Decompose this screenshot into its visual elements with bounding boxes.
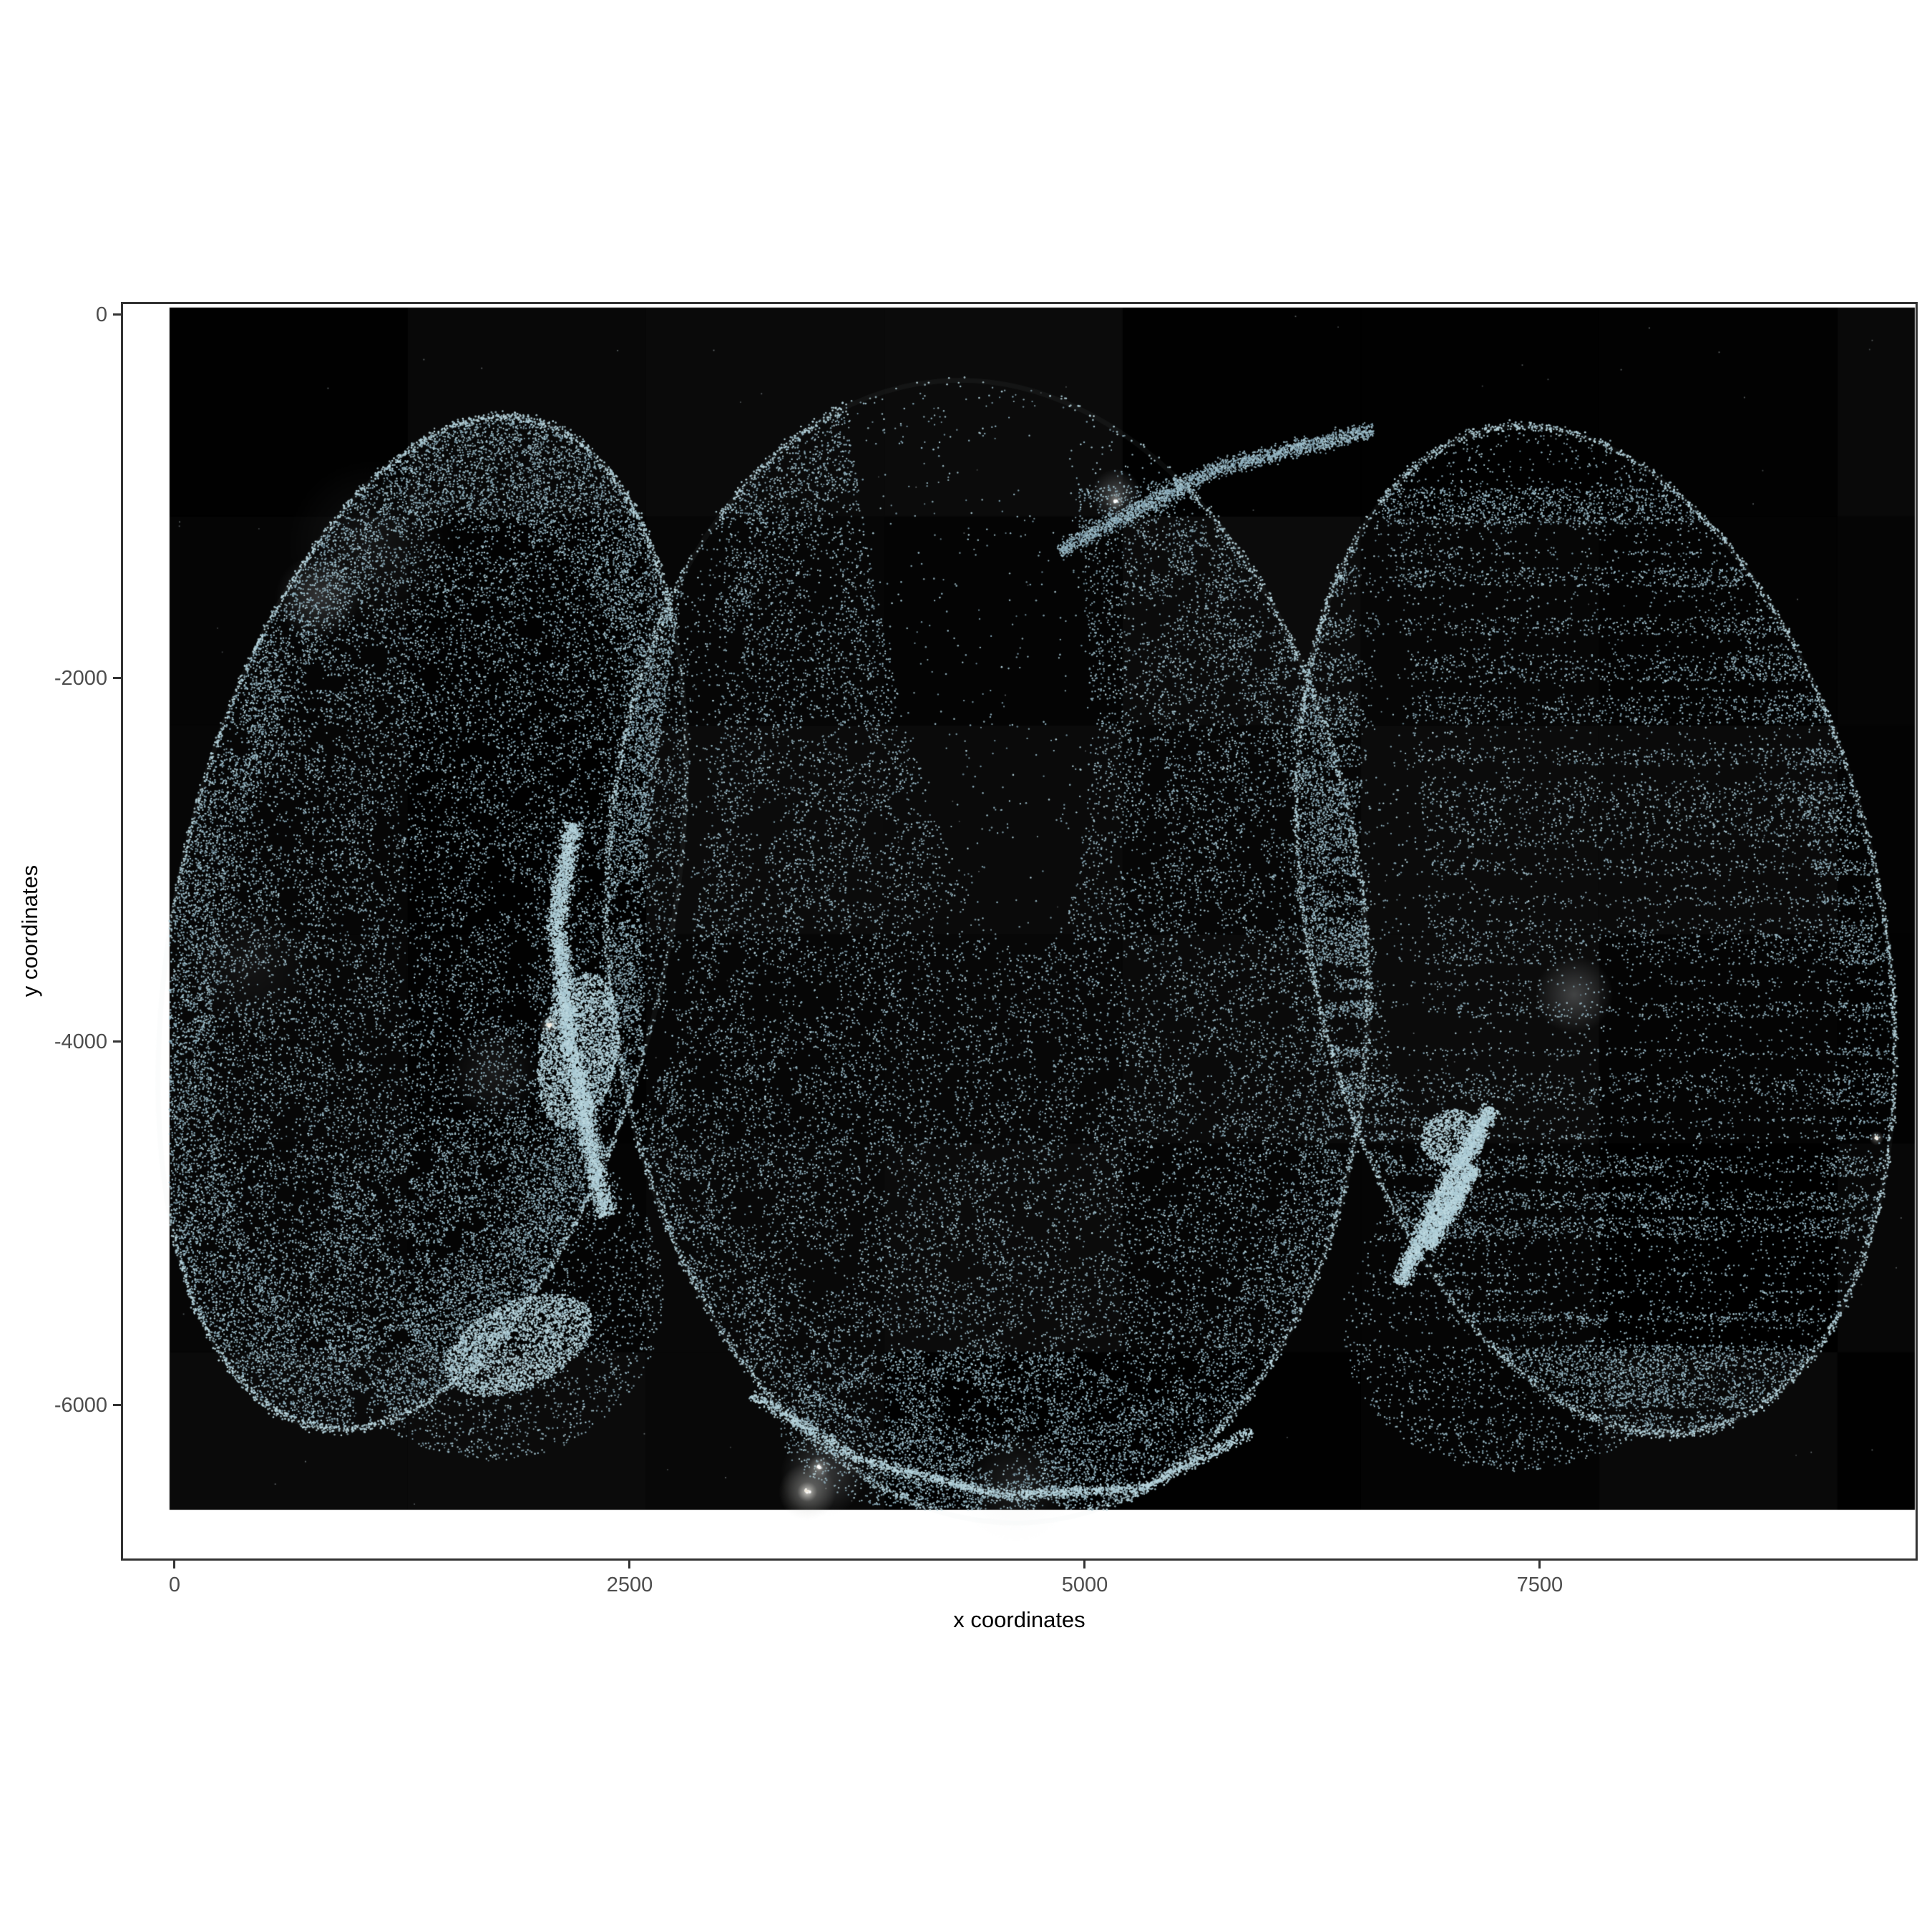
y-axis-tick-mark — [113, 677, 123, 680]
y-axis-tick-mark — [113, 313, 123, 316]
y-axis-title: y coordinates — [17, 864, 42, 997]
y-axis-tick-label: -4000 — [54, 1030, 107, 1053]
y-axis-tick-mark — [113, 1404, 123, 1407]
plot-panel — [121, 302, 1918, 1561]
y-axis-tick-label: 0 — [95, 303, 107, 326]
x-axis-tick-mark — [628, 1558, 631, 1568]
y-axis-tick-label: -2000 — [54, 666, 107, 690]
x-axis-tick-mark — [1083, 1558, 1086, 1568]
x-axis-tick-label: 5000 — [1061, 1574, 1108, 1596]
y-axis-tick-label: -6000 — [54, 1393, 107, 1417]
x-axis-tick-label: 7500 — [1516, 1574, 1563, 1596]
x-axis-tick-mark — [1538, 1558, 1541, 1568]
scatter-canvas — [123, 304, 1916, 1558]
x-axis-tick-label: 2500 — [606, 1574, 653, 1596]
y-axis-tick-mark — [113, 1040, 123, 1043]
x-axis-title: x coordinates — [953, 1607, 1085, 1632]
x-axis-tick-mark — [173, 1558, 176, 1568]
x-axis-tick-label: 0 — [168, 1574, 181, 1596]
